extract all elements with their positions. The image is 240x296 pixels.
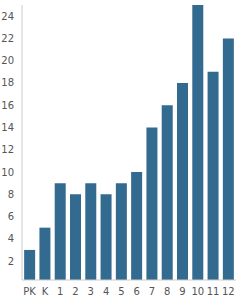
svg-text:8: 8: [8, 189, 14, 200]
svg-text:6: 6: [133, 286, 139, 296]
svg-text:5: 5: [118, 286, 124, 296]
svg-text:4: 4: [103, 286, 109, 296]
svg-text:10: 10: [8, 167, 14, 178]
svg-text:PK: PK: [23, 286, 36, 296]
svg-text:22: 22: [8, 33, 14, 44]
svg-text:2: 2: [72, 286, 78, 296]
svg-text:12: 12: [222, 286, 232, 296]
svg-text:14: 14: [8, 122, 14, 133]
svg-text:16: 16: [8, 100, 14, 111]
svg-text:18: 18: [8, 77, 14, 88]
svg-text:4: 4: [8, 233, 14, 244]
svg-text:8: 8: [164, 286, 170, 296]
svg-text:7: 7: [149, 286, 155, 296]
svg-text:6: 6: [8, 211, 14, 222]
svg-text:1: 1: [57, 286, 63, 296]
svg-text:3: 3: [88, 286, 94, 296]
svg-text:12: 12: [8, 144, 14, 155]
svg-text:K: K: [42, 286, 49, 296]
svg-text:9: 9: [179, 286, 185, 296]
svg-text:10: 10: [191, 286, 204, 296]
svg-text:2: 2: [8, 256, 14, 267]
svg-text:20: 20: [8, 55, 14, 66]
svg-text:11: 11: [207, 286, 220, 296]
svg-text:24: 24: [8, 11, 14, 22]
